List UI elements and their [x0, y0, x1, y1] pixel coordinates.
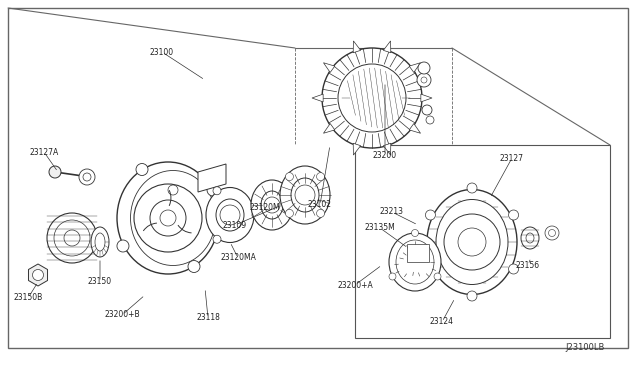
Circle shape [509, 210, 518, 220]
Circle shape [33, 269, 44, 280]
Ellipse shape [521, 227, 539, 249]
Ellipse shape [389, 233, 441, 291]
Bar [407, 244, 429, 262]
Polygon shape [421, 94, 432, 102]
Polygon shape [409, 63, 420, 73]
Ellipse shape [117, 162, 219, 274]
Polygon shape [409, 124, 420, 133]
Circle shape [322, 48, 422, 148]
Circle shape [417, 73, 431, 87]
Circle shape [426, 264, 435, 274]
Ellipse shape [95, 233, 105, 251]
Ellipse shape [206, 187, 254, 243]
Ellipse shape [396, 240, 434, 284]
Ellipse shape [131, 170, 216, 266]
Circle shape [47, 213, 97, 263]
Circle shape [213, 235, 221, 243]
Circle shape [285, 209, 294, 217]
Circle shape [168, 185, 178, 195]
Ellipse shape [436, 199, 508, 285]
Text: 23120MA: 23120MA [220, 253, 256, 263]
Circle shape [444, 214, 500, 270]
Circle shape [64, 230, 80, 246]
Circle shape [548, 230, 556, 237]
Circle shape [412, 230, 419, 237]
Ellipse shape [280, 166, 330, 224]
Polygon shape [312, 94, 323, 102]
Circle shape [160, 210, 176, 226]
Text: 23150B: 23150B [13, 294, 43, 302]
Text: 23124: 23124 [430, 317, 454, 327]
Text: 23118: 23118 [196, 314, 220, 323]
Polygon shape [353, 41, 360, 53]
Circle shape [150, 200, 186, 236]
Circle shape [83, 173, 91, 181]
Circle shape [264, 197, 280, 213]
Text: 23156: 23156 [516, 260, 540, 269]
Circle shape [467, 183, 477, 193]
Circle shape [49, 166, 61, 178]
Ellipse shape [427, 189, 517, 295]
Circle shape [285, 173, 294, 181]
Circle shape [134, 184, 202, 252]
Circle shape [545, 226, 559, 240]
Circle shape [509, 264, 518, 274]
Circle shape [79, 169, 95, 185]
Circle shape [434, 273, 441, 280]
Ellipse shape [251, 180, 293, 230]
Circle shape [338, 64, 406, 132]
Text: 23200: 23200 [373, 151, 397, 160]
Polygon shape [383, 41, 391, 53]
Polygon shape [28, 264, 47, 286]
Circle shape [422, 105, 432, 115]
Text: J23100LB: J23100LB [566, 343, 605, 352]
Circle shape [117, 240, 129, 252]
Circle shape [421, 77, 427, 83]
Polygon shape [323, 63, 335, 73]
Ellipse shape [526, 233, 534, 243]
Ellipse shape [261, 191, 283, 219]
Polygon shape [198, 164, 226, 192]
Circle shape [467, 291, 477, 301]
Text: 23109: 23109 [223, 221, 247, 230]
Circle shape [136, 164, 148, 176]
Circle shape [207, 184, 219, 196]
Polygon shape [383, 143, 391, 155]
Text: 23120M: 23120M [250, 203, 280, 212]
Circle shape [458, 228, 486, 256]
Ellipse shape [216, 199, 244, 231]
Text: 23135M: 23135M [365, 224, 396, 232]
Circle shape [317, 173, 324, 181]
Circle shape [426, 210, 435, 220]
Circle shape [418, 62, 430, 74]
Text: 23100: 23100 [150, 48, 174, 57]
Circle shape [426, 116, 434, 124]
Text: 23200+B: 23200+B [104, 311, 140, 320]
Polygon shape [353, 143, 360, 155]
Circle shape [389, 273, 396, 280]
Text: 23127: 23127 [500, 154, 524, 163]
Text: 23102: 23102 [308, 201, 332, 209]
Circle shape [295, 185, 315, 205]
Text: 23200+A: 23200+A [337, 280, 373, 289]
Circle shape [213, 187, 221, 195]
Circle shape [317, 209, 324, 217]
Circle shape [220, 205, 240, 225]
Bar [355, 145, 610, 338]
Circle shape [252, 211, 260, 219]
Circle shape [188, 260, 200, 273]
Polygon shape [323, 124, 335, 133]
Text: 23213: 23213 [380, 208, 404, 217]
Ellipse shape [291, 178, 319, 212]
Text: 23127A: 23127A [29, 148, 59, 157]
Text: 23150: 23150 [88, 278, 112, 286]
Circle shape [54, 220, 90, 256]
Ellipse shape [91, 227, 109, 257]
